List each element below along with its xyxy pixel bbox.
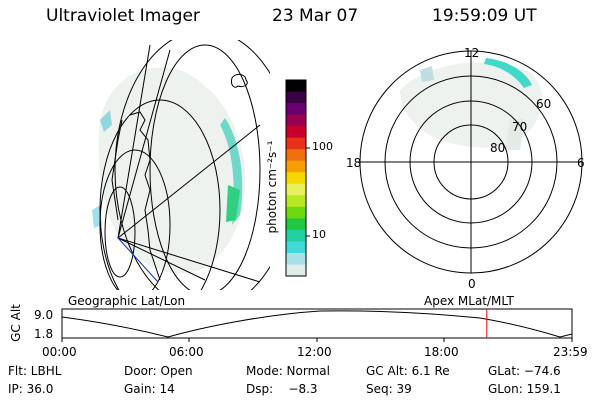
polar-plot bbox=[359, 50, 583, 274]
colorbar-frame bbox=[285, 79, 307, 277]
mlt-label-6: 6 bbox=[577, 156, 585, 170]
polar-emission-left bbox=[420, 66, 434, 82]
status-filter: Flt: LBHL bbox=[8, 364, 62, 378]
timeline-tick-3: 18:00 bbox=[424, 345, 459, 359]
colorbar-segment bbox=[286, 183, 306, 196]
colorbar-segment bbox=[286, 264, 306, 277]
timeline-y-max: 9.0 bbox=[34, 308, 54, 322]
status-gain: Gain: 14 bbox=[124, 382, 175, 396]
colorbar-segment bbox=[286, 91, 306, 104]
status-glat: GLat: −74.6 bbox=[488, 364, 561, 378]
colorbar-segment bbox=[286, 103, 306, 116]
uv-emission-region bbox=[98, 67, 246, 274]
timeline-frame bbox=[61, 308, 573, 339]
colorbar bbox=[286, 80, 306, 277]
apex-caption: Apex MLat/MLT bbox=[424, 294, 514, 308]
status-gc-alt: GC Alt: 6.1 Re bbox=[366, 364, 450, 378]
coastline bbox=[111, 111, 161, 281]
colorbar-segment bbox=[286, 126, 306, 139]
colorbar-segment bbox=[286, 149, 306, 162]
status-ip: IP: 36.0 bbox=[8, 382, 54, 396]
colorbar-unit-label: photon cm⁻²s⁻¹ bbox=[265, 140, 279, 234]
colorbar-segment bbox=[286, 241, 306, 254]
timeline-tick-4: 23:59 bbox=[553, 345, 588, 359]
mlat-label-70: 70 bbox=[512, 120, 528, 134]
colorbar-segment bbox=[286, 160, 306, 173]
colorbar-segment bbox=[286, 80, 306, 93]
timeline-y-label: GC Alt bbox=[9, 304, 23, 342]
timeline-plot bbox=[61, 308, 573, 342]
timeline-tick-0: 00:00 bbox=[42, 345, 77, 359]
colorbar-segment bbox=[286, 114, 306, 127]
mlt-label-0: 0 bbox=[468, 277, 476, 291]
mlt-label-18: 18 bbox=[346, 156, 362, 170]
uv-emission-left bbox=[100, 110, 112, 132]
colorbar-tick-label-100: 100 bbox=[312, 140, 333, 153]
timeline-tick-2: 12:00 bbox=[297, 345, 332, 359]
status-glon: GLon: 159.1 bbox=[488, 382, 561, 396]
polar-grid bbox=[359, 50, 583, 274]
geo-grid bbox=[99, 40, 270, 290]
terminator-line bbox=[117, 237, 159, 283]
uv-emission-spot bbox=[226, 185, 240, 222]
mlt-label-12: 12 bbox=[464, 46, 480, 60]
island-outline bbox=[231, 73, 248, 88]
status-dsp: Dsp: −8.3 bbox=[246, 382, 318, 396]
mlat-label-80: 80 bbox=[490, 141, 506, 155]
mlat-label-60: 60 bbox=[536, 97, 552, 111]
timeline-tick-1: 06:00 bbox=[169, 345, 204, 359]
status-mode: Mode: Normal bbox=[246, 364, 330, 378]
polar-emission-band bbox=[484, 58, 532, 88]
date-label: 23 Mar 07 bbox=[272, 6, 359, 26]
time-label: 19:59:09 UT bbox=[432, 6, 537, 26]
timeline-y-min: 1.8 bbox=[34, 327, 54, 341]
status-seq: Seq: 39 bbox=[366, 382, 412, 396]
geographic-caption: Geographic Lat/Lon bbox=[68, 294, 186, 308]
geographic-map bbox=[92, 40, 270, 290]
colorbar-segment bbox=[286, 252, 306, 265]
colorbar-segment bbox=[286, 206, 306, 219]
colorbar-tick-label-10: 10 bbox=[312, 228, 326, 241]
gc-altitude-curve bbox=[61, 310, 573, 338]
colorbar-segment bbox=[286, 229, 306, 242]
colorbar-segment bbox=[286, 195, 306, 208]
colorbar-segment bbox=[286, 172, 306, 185]
status-door: Door: Open bbox=[124, 364, 193, 378]
instrument-title: Ultraviolet Imager bbox=[46, 6, 200, 26]
colorbar-segment bbox=[286, 137, 306, 150]
uv-emission-left2 bbox=[92, 205, 102, 228]
colorbar-segment bbox=[286, 218, 306, 231]
